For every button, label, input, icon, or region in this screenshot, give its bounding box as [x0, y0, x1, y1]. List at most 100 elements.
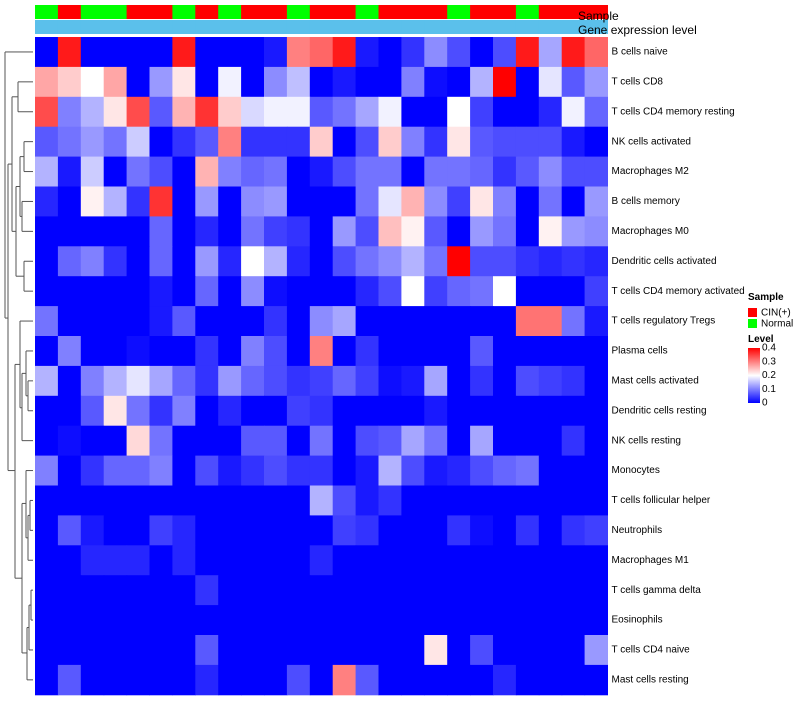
heatmap-cell	[241, 306, 265, 337]
heatmap-cell	[126, 485, 150, 516]
heatmap-cell	[286, 246, 311, 277]
heatmap-cell	[172, 276, 196, 307]
heatmap-cell	[218, 306, 242, 337]
heatmap-cell	[241, 664, 265, 696]
sample-track-label: Sample	[578, 9, 619, 23]
heatmap-cell	[35, 395, 59, 427]
heatmap-cell	[286, 306, 311, 337]
heatmap-cell	[103, 66, 128, 98]
heatmap-cell	[332, 37, 357, 68]
heatmap-cell	[264, 455, 288, 486]
heatmap-cell	[332, 635, 357, 666]
sample-legend-title: Sample	[748, 292, 784, 303]
heatmap-cell	[309, 635, 334, 666]
heatmap-cell	[57, 395, 82, 427]
heatmap-cell	[195, 455, 219, 486]
heatmap-cell	[195, 395, 219, 427]
heatmap-cell	[561, 336, 586, 367]
heatmap-cell	[470, 485, 494, 516]
heatmap-cell	[561, 37, 586, 68]
row-label: Dendritic cells resting	[612, 405, 707, 416]
heatmap-cell	[126, 635, 150, 666]
gene-expression-annotation-cell	[149, 20, 173, 34]
row-label: Dendritic cells activated	[612, 256, 717, 267]
heatmap-cell	[172, 246, 196, 277]
heatmap-cell	[470, 515, 494, 546]
heatmap-cell	[332, 306, 357, 337]
heatmap-cell	[218, 276, 242, 307]
heatmap-cell	[172, 425, 196, 457]
heatmap-cell	[355, 365, 379, 397]
heatmap-cell	[80, 485, 105, 516]
heatmap-cell	[447, 545, 471, 576]
level-legend-title: Level	[748, 334, 774, 345]
heatmap-cell	[584, 336, 608, 367]
gene-expression-annotation-cell	[332, 20, 357, 34]
heatmap-cell	[378, 545, 402, 576]
heatmap-cell	[332, 336, 357, 367]
row-label: B cells memory	[612, 196, 680, 207]
heatmap-cell	[447, 575, 471, 606]
heatmap-cell	[286, 395, 311, 427]
heatmap-cell	[286, 96, 311, 128]
heatmap-cell	[286, 425, 311, 457]
heatmap-cell	[195, 365, 219, 397]
sample-annotation-cell	[424, 5, 448, 19]
heatmap-cell	[149, 545, 173, 576]
row-label: NK cells activated	[612, 136, 691, 147]
heatmap-cell	[241, 96, 265, 128]
heatmap-cell	[355, 545, 379, 576]
heatmap-cell	[332, 575, 357, 606]
heatmap-cell	[126, 575, 150, 606]
heatmap-cell	[447, 365, 471, 397]
heatmap-cell	[286, 545, 311, 576]
level-tick-label: 0.2	[762, 370, 776, 381]
heatmap-cell	[195, 37, 219, 68]
heatmap-cell	[126, 216, 150, 247]
heatmap-cell	[126, 515, 150, 546]
heatmap-cell	[447, 37, 471, 68]
heatmap-cell	[126, 66, 150, 98]
heatmap-cell	[355, 126, 379, 158]
heatmap-cell	[332, 365, 357, 397]
heatmap-cell	[264, 395, 288, 427]
heatmap-cell	[515, 395, 540, 427]
heatmap-cell	[378, 395, 402, 427]
heatmap-cell	[80, 455, 105, 486]
sample-annotation-cell	[35, 5, 59, 19]
heatmap-cell	[218, 395, 242, 427]
heatmap-cell	[172, 96, 196, 128]
heatmap-cell	[538, 156, 563, 187]
heatmap-cell	[264, 216, 288, 247]
heatmap-cell	[103, 395, 128, 427]
sample-annotation-cell	[264, 5, 288, 19]
heatmap-cell	[195, 605, 219, 636]
heatmap-cell	[493, 126, 517, 158]
heatmap-cell	[195, 186, 219, 217]
heatmap-cell	[80, 276, 105, 307]
row-dendrogram	[4, 51, 33, 681]
heatmap-cell	[286, 575, 311, 606]
heatmap-cell	[447, 66, 471, 98]
heatmap-cell	[515, 515, 540, 546]
heatmap-cell	[584, 395, 608, 427]
sample-annotation-cell	[447, 5, 471, 19]
heatmap-cell	[195, 126, 219, 158]
heatmap-cell	[103, 96, 128, 128]
sample-annotation-cell	[401, 5, 425, 19]
heatmap-cell	[515, 575, 540, 606]
heatmap-cell	[470, 66, 494, 98]
row-label: Macrophages M2	[612, 166, 690, 177]
heatmap-cell	[172, 37, 196, 68]
heatmap-cell	[538, 336, 563, 367]
gene-expression-annotation-cell	[286, 20, 311, 34]
heatmap-cell	[424, 425, 448, 457]
heatmap-cell	[493, 186, 517, 217]
gene-expression-annotation-cell	[264, 20, 288, 34]
heatmap-cell	[470, 126, 494, 158]
row-label: B cells naive	[612, 47, 669, 58]
heatmap-cell	[515, 425, 540, 457]
gene-expression-annotation-cell	[57, 20, 82, 34]
heatmap-cell	[515, 126, 540, 158]
heatmap-cell	[172, 635, 196, 666]
